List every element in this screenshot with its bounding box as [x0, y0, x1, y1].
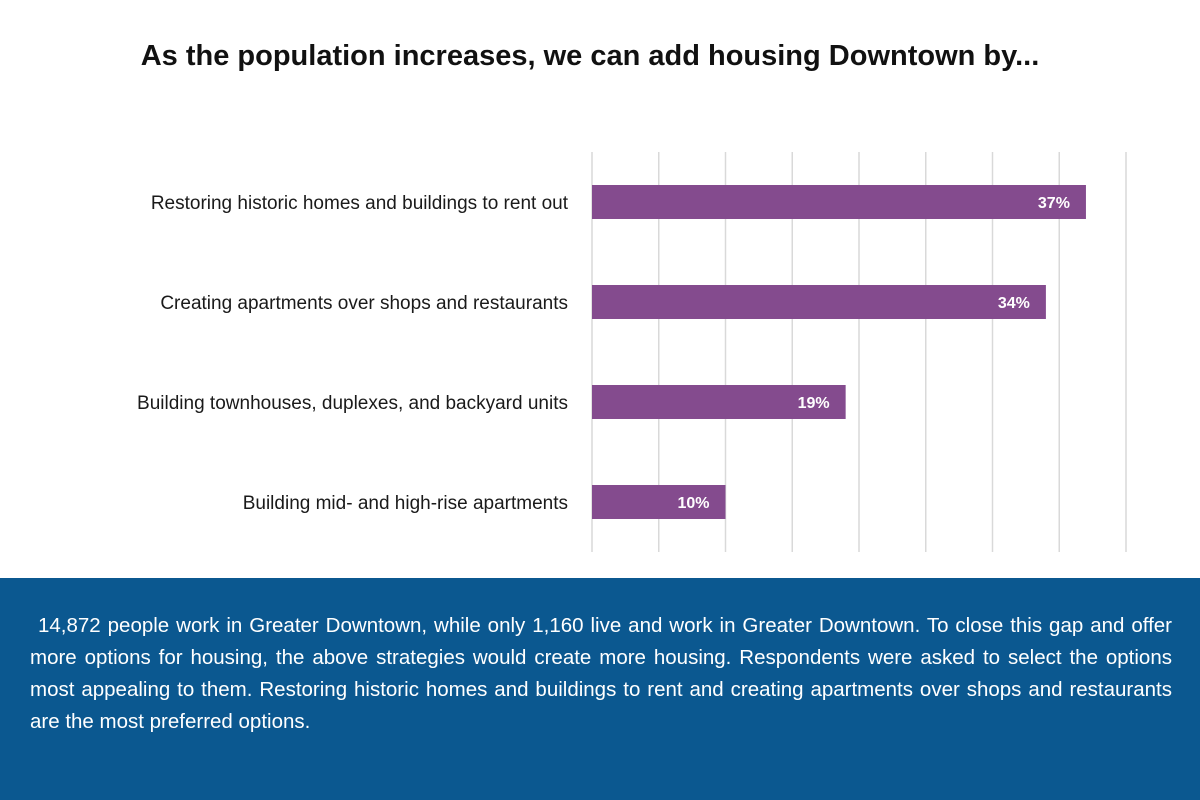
- summary-panel: 14,872 people work in Greater Downtown, …: [0, 578, 1200, 800]
- bar: [592, 485, 726, 519]
- bar: [592, 185, 1086, 219]
- data-label: 10%: [677, 495, 709, 512]
- category-label: Building mid- and high-rise apartments: [243, 493, 568, 514]
- category-label: Restoring historic homes and buildings t…: [151, 193, 569, 214]
- data-label: 19%: [798, 395, 830, 412]
- category-label: Creating apartments over shops and resta…: [160, 293, 568, 314]
- data-label: 37%: [1038, 195, 1070, 212]
- bar: [592, 285, 1046, 319]
- summary-text: 14,872 people work in Greater Downtown, …: [30, 614, 1172, 733]
- data-label: 34%: [998, 295, 1030, 312]
- bar: [592, 385, 846, 419]
- bar-chart: Restoring historic homes and buildings t…: [137, 152, 1127, 552]
- category-label: Building townhouses, duplexes, and backy…: [137, 393, 568, 414]
- chart-title: As the population increases, we can add …: [140, 40, 1040, 72]
